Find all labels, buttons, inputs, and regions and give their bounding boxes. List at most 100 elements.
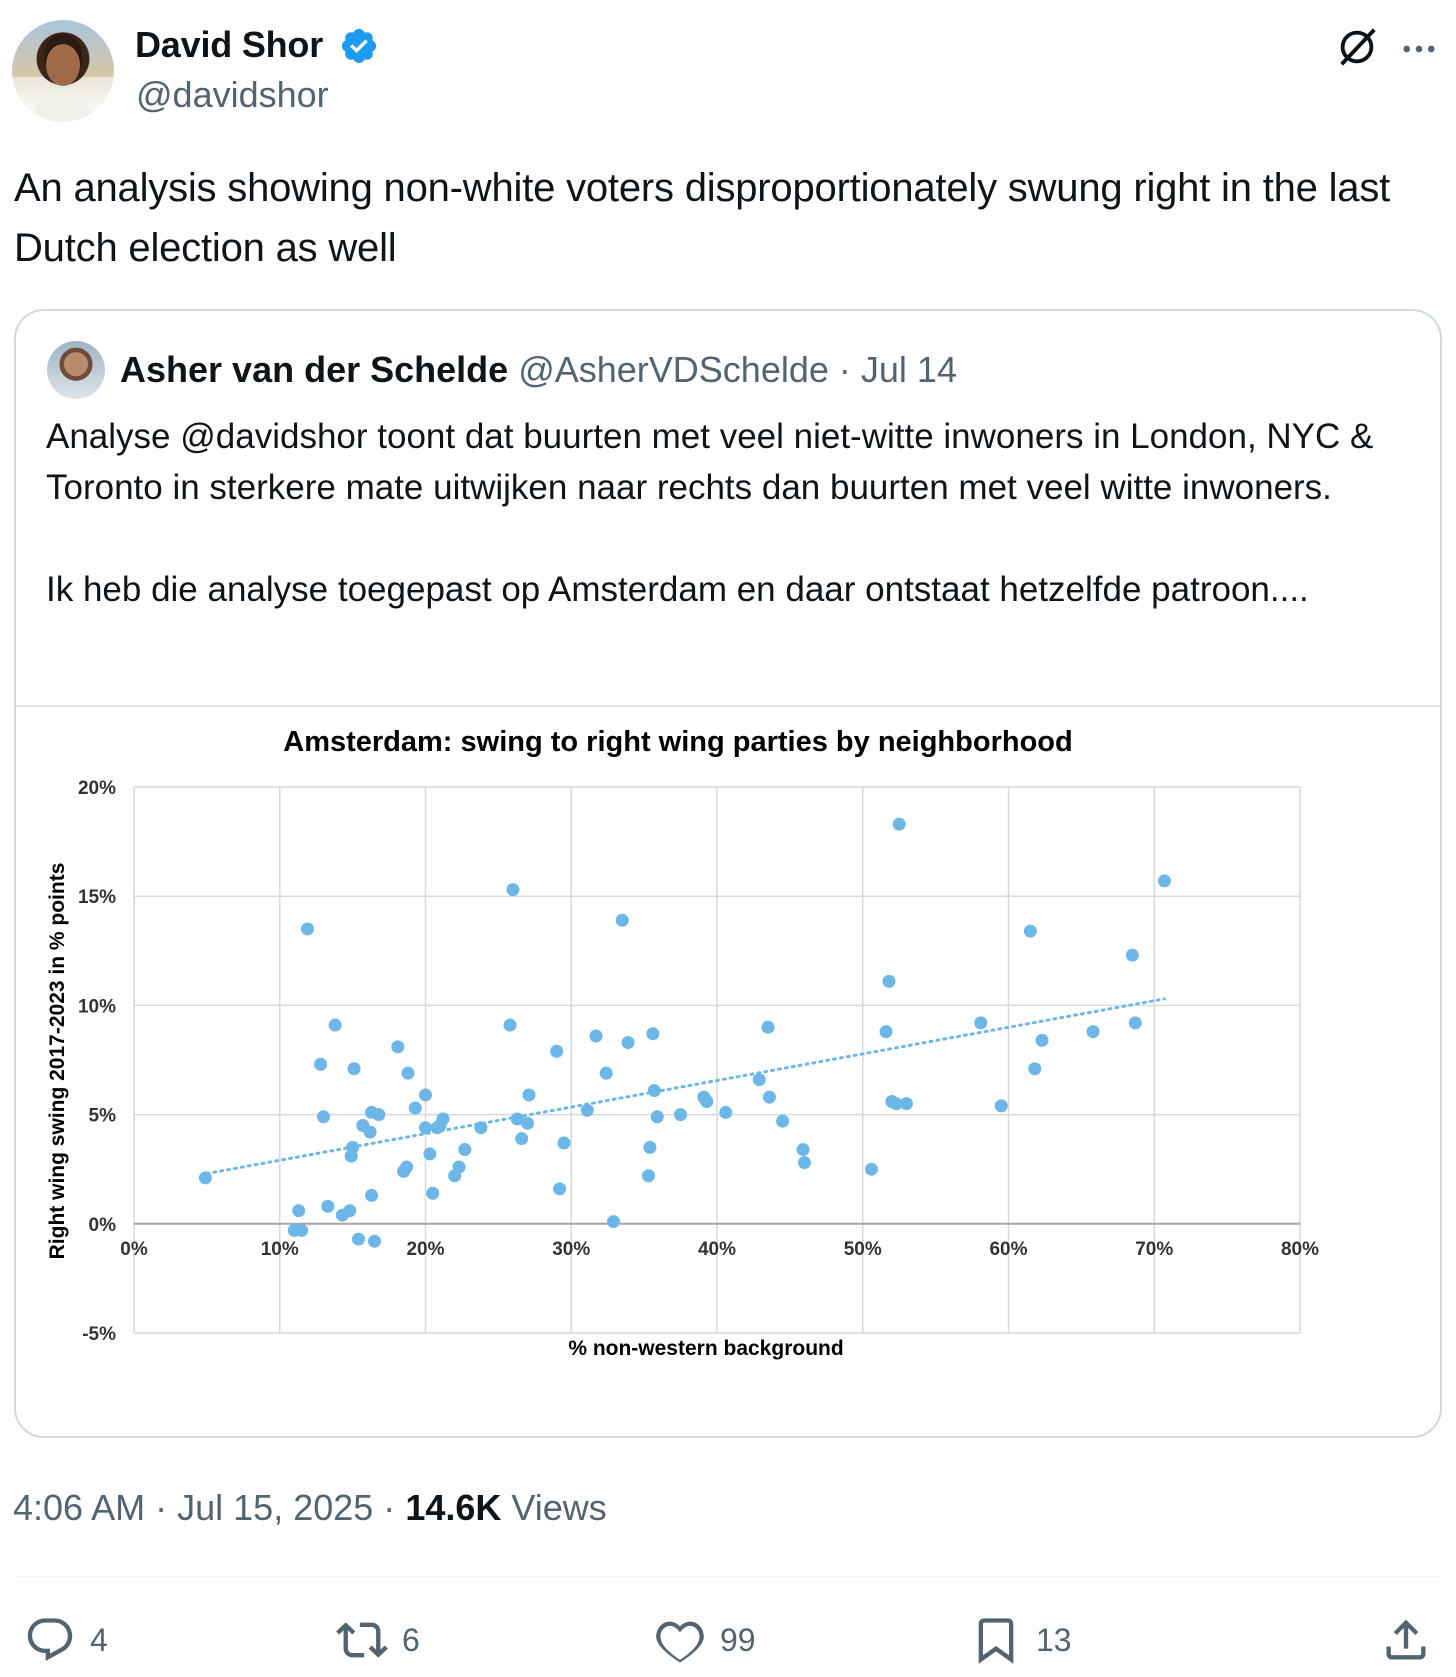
y-tick-label: 5%: [89, 1106, 117, 1127]
data-point: [646, 1027, 660, 1041]
tweet-time[interactable]: 4:06 AM: [13, 1487, 146, 1528]
data-point: [557, 1136, 571, 1150]
data-point: [700, 1094, 714, 1108]
data-point: [882, 974, 896, 988]
quote-text-paragraph-1: Analyse @davidshor toont dat buurten met…: [46, 417, 1374, 507]
x-tick-label: 40%: [698, 1239, 736, 1260]
data-point: [321, 1199, 335, 1213]
like-count: 99: [720, 1621, 756, 1658]
data-point: [347, 1062, 361, 1076]
data-point: [994, 1099, 1008, 1113]
data-point: [674, 1108, 688, 1122]
reply-icon: [27, 1618, 73, 1662]
data-point: [879, 1025, 893, 1039]
tweet-date[interactable]: Jul 15, 2025: [177, 1487, 374, 1528]
author-avatar[interactable]: [12, 20, 114, 122]
data-point: [864, 1162, 878, 1176]
data-point: [510, 1112, 524, 1126]
data-point: [426, 1186, 440, 1200]
data-point: [1128, 1016, 1142, 1030]
chart-title: Amsterdam: swing to right wing parties b…: [283, 726, 1072, 758]
avatar-face: [46, 44, 80, 86]
data-point: [506, 883, 520, 897]
data-point: [647, 1084, 661, 1098]
data-point: [796, 1143, 810, 1157]
data-point: [719, 1105, 733, 1119]
data-point: [1028, 1062, 1042, 1076]
data-point: [650, 1110, 664, 1124]
tweet-timestamp: 4:06 AM · Jul 15, 2025 · 14.6K Views: [13, 1487, 607, 1529]
data-point: [351, 1232, 365, 1246]
y-tick-label: 20%: [78, 778, 116, 799]
x-tick-label: 70%: [1135, 1239, 1173, 1260]
separator-dot: ·: [155, 1487, 168, 1528]
data-point: [599, 1066, 613, 1080]
x-tick-label: 30%: [552, 1239, 590, 1260]
data-point: [292, 1204, 306, 1218]
data-point: [295, 1223, 309, 1237]
quote-text: Analyse @davidshor toont dat buurten met…: [46, 411, 1426, 615]
data-point: [300, 922, 314, 936]
trendline: [205, 997, 1166, 1176]
share-button[interactable]: [1380, 1612, 1446, 1668]
retweet-icon: [336, 1622, 388, 1658]
bookmark-count: 13: [1036, 1621, 1072, 1658]
data-point: [607, 1215, 621, 1229]
bookmark-button[interactable]: 13: [970, 1612, 1072, 1668]
data-point: [641, 1169, 655, 1183]
data-point: [372, 1108, 386, 1122]
data-point: [367, 1234, 381, 1248]
x-tick-label: 80%: [1281, 1239, 1319, 1260]
more-icon[interactable]: [1398, 28, 1440, 70]
quoted-tweet[interactable]: Asher van der Schelde @AsherVDSchelde · …: [14, 309, 1442, 1438]
x-tick-label: 10%: [261, 1239, 299, 1260]
data-point: [761, 1020, 775, 1034]
data-point: [892, 817, 906, 831]
avatar-shirt: [34, 90, 92, 122]
views-count: 14.6K: [405, 1487, 502, 1528]
author-handle[interactable]: @davidshor: [136, 74, 329, 115]
data-point: [401, 1066, 415, 1080]
separator-dot: ·: [383, 1487, 396, 1528]
data-point: [316, 1110, 330, 1124]
like-button[interactable]: 99: [654, 1612, 756, 1668]
grok-icon[interactable]: [1334, 24, 1380, 70]
data-point: [1035, 1033, 1049, 1047]
data-point: [762, 1090, 776, 1104]
retweet-button[interactable]: 6: [336, 1612, 420, 1668]
chart-image[interactable]: Amsterdam: swing to right wing parties b…: [16, 705, 1440, 1436]
share-icon: [1386, 1619, 1426, 1660]
retweet-count: 6: [402, 1621, 420, 1658]
data-point: [474, 1121, 488, 1135]
reply-button[interactable]: 4: [24, 1612, 108, 1668]
data-point: [419, 1088, 432, 1102]
data-point: [408, 1101, 422, 1115]
quote-header: Asher van der Schelde @AsherVDSchelde · …: [120, 349, 957, 391]
data-point: [400, 1160, 414, 1174]
data-point: [553, 1182, 567, 1196]
data-point: [363, 1125, 377, 1139]
data-point: [198, 1171, 212, 1185]
y-tick-label: 0%: [89, 1215, 117, 1236]
reply-count: 4: [90, 1621, 108, 1658]
y-axis-label: Right wing swing 2017-2023 in % points: [46, 863, 69, 1260]
y-tick-label: 15%: [78, 887, 116, 908]
data-point: [423, 1147, 437, 1161]
data-point: [1023, 924, 1037, 938]
data-point: [436, 1112, 450, 1126]
data-point: [521, 1116, 535, 1130]
x-tick-label: 0%: [120, 1239, 148, 1260]
x-tick-label: 20%: [406, 1239, 444, 1260]
quote-author-avatar: [47, 341, 105, 399]
quote-text-paragraph-2: Ik heb die analyse toegepast op Amsterda…: [46, 570, 1309, 609]
data-point: [503, 1018, 517, 1032]
quote-author-handle: @AsherVDSchelde: [518, 349, 829, 390]
data-point: [522, 1088, 536, 1102]
divider: [14, 1576, 1442, 1577]
data-point: [580, 1103, 594, 1117]
author-name[interactable]: David Shor: [135, 24, 324, 65]
like-icon: [656, 1621, 704, 1663]
data-point: [615, 913, 629, 927]
verified-badge-icon: [341, 28, 377, 64]
data-point: [419, 1121, 432, 1135]
